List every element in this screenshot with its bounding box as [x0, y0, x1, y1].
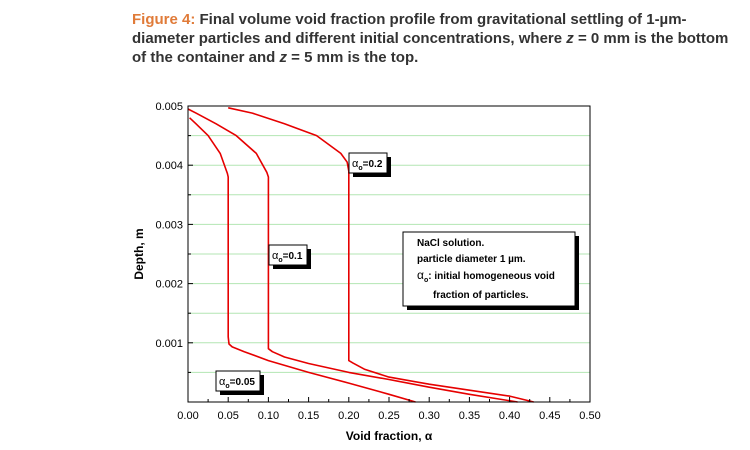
y-tick-label: 0.003: [155, 219, 183, 231]
annotation-alpha-0.2-symbol: α: [352, 158, 359, 170]
svg-text:αo: initial homogeneous void: αo: initial homogeneous void: [417, 268, 555, 284]
y-axis-ticks: 0.001 0.002 0.003 0.004 0.005: [155, 101, 193, 373]
svg-text:αo=0.05: αo=0.05: [219, 376, 255, 390]
x-tick-label: 0.20: [338, 410, 359, 422]
annotation-alpha-0.1-sub: o: [278, 257, 282, 264]
curve-series-1: [187, 108, 518, 403]
y-tick-label: 0.002: [155, 279, 183, 291]
caption-text-3: = 5 mm is the top.: [287, 49, 419, 66]
curves: [187, 107, 534, 403]
svg-text:αo=0.1: αo=0.1: [272, 250, 303, 264]
annotation-alpha-0.1-value: =0.1: [283, 251, 303, 262]
x-tick-label: 0.35: [459, 410, 480, 422]
info-line-2: particle diameter 1 µm.: [417, 254, 526, 265]
x-tick-label: 0.10: [258, 410, 279, 422]
x-tick-label: 0.25: [378, 410, 399, 422]
info-line-1: NaCl solution.: [417, 238, 484, 249]
x-tick-label: 0.00: [177, 410, 198, 422]
caption-text-1: Final volume void fraction profile from …: [132, 11, 687, 47]
annotation-alpha-0.05-value: =0.05: [230, 377, 256, 388]
x-tick-label: 0.45: [539, 410, 560, 422]
annotation-alpha-0.1: αo=0.1: [268, 244, 311, 269]
annotation-alpha-0.1-symbol: α: [272, 250, 279, 262]
curve-series-2: [228, 107, 534, 403]
caption-var-2: z: [279, 49, 288, 66]
annotation-alpha-0.05-sub: o: [225, 383, 229, 390]
y-tick-label: 0.005: [155, 101, 183, 113]
y-axis-label: Depth, m: [132, 228, 146, 279]
info-line-3-sub: o: [424, 277, 428, 284]
y-tick-label: 0.004: [155, 160, 183, 172]
svg-text:αo=0.2: αo=0.2: [352, 158, 383, 172]
x-axis-label: Void fraction, α: [346, 429, 433, 443]
info-line-4: fraction of particles.: [433, 290, 529, 301]
info-line-3-text: : initial homogeneous void: [428, 271, 555, 282]
annotation-alpha-0.05-symbol: α: [219, 376, 226, 388]
x-tick-label: 0.30: [418, 410, 439, 422]
annotation-alpha-0.2: αo=0.2: [348, 152, 391, 177]
x-tick-label: 0.05: [217, 410, 238, 422]
x-tick-label: 0.40: [499, 410, 520, 422]
curve-series-0: [189, 117, 416, 403]
info-line-3-symbol: α: [417, 268, 424, 282]
caption-var-1: z: [566, 30, 574, 47]
annotation-alpha-0.05: αo=0.05: [215, 370, 264, 395]
x-axis-ticks: 0.00 0.05 0.10 0.15 0.20 0.25 0.30 0.35 0.40 0.45…: [177, 397, 601, 422]
figure-label: Figure 4:: [132, 11, 196, 28]
annotation-alpha-0.2-sub: o: [358, 165, 362, 172]
x-tick-label: 0.50: [579, 410, 600, 422]
figure-caption: Figure 4: Final volume void fraction pro…: [132, 10, 732, 67]
annotation-alpha-0.2-value: =0.2: [363, 159, 383, 170]
caption-text-2: = 0 mm is the bottom of the container an…: [132, 30, 729, 66]
x-tick-label: 0.15: [298, 410, 319, 422]
y-tick-label: 0.001: [155, 338, 183, 350]
info-box: NaCl solution. particle diameter 1 µm. α…: [402, 231, 579, 310]
